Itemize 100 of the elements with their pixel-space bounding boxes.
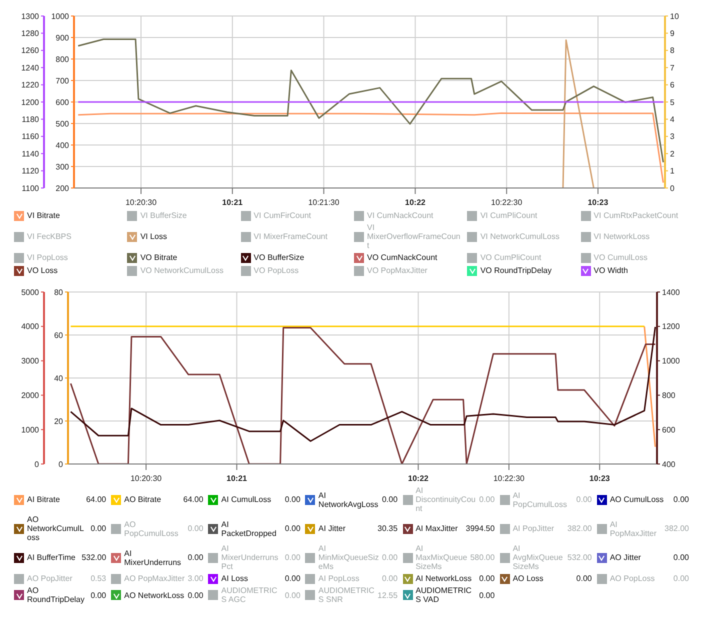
legend-label: AI MaxJitter bbox=[416, 524, 459, 533]
legend-label: AI PopMaxJitter bbox=[610, 520, 658, 538]
y2-tick-label: 2 bbox=[670, 149, 675, 158]
x-tick-label: 10:20:30 bbox=[130, 474, 162, 483]
text: 0.00 bbox=[673, 574, 689, 583]
y2-tick-label: 3 bbox=[670, 132, 675, 142]
legend-label: AI PopJitter bbox=[512, 524, 556, 533]
legend-label: AO Bitrate bbox=[124, 495, 162, 504]
y3-tick-label: 1180 bbox=[22, 115, 40, 124]
legend-label: AO PopJitter bbox=[27, 574, 74, 583]
y3-tick-label: 1160 bbox=[22, 132, 40, 142]
y3-tick-label: 5000 bbox=[21, 288, 40, 297]
text: 0.00 bbox=[188, 590, 204, 600]
legend-label: VI MixerOverflowFrameCount bbox=[367, 223, 462, 250]
legend-label: AI PopCumulLoss bbox=[512, 490, 568, 508]
x-tick-label: 10:22 bbox=[408, 474, 430, 483]
text: 532.00 bbox=[82, 553, 106, 562]
y-tick-label: 0 bbox=[58, 460, 64, 469]
text: 580.00 bbox=[470, 553, 495, 562]
legend-label: AI Jitter bbox=[318, 524, 347, 533]
y2-tick-label: 800 bbox=[662, 391, 676, 400]
legend-label: AUDIOMETRICS AGC bbox=[221, 586, 278, 604]
y2-tick-label: 1 bbox=[670, 166, 675, 176]
legend-label: VO Width bbox=[594, 266, 629, 275]
text: 0.00 bbox=[284, 524, 300, 533]
legend-label: AI PopLoss bbox=[318, 574, 360, 583]
y3-tick-label: 1100 bbox=[22, 184, 40, 193]
y2-tick-label: 8 bbox=[670, 46, 675, 56]
x-tick-label: 10:22:30 bbox=[491, 198, 523, 207]
text: 64.00 bbox=[183, 495, 204, 504]
legend-label: AI NetworkLoss bbox=[416, 574, 473, 583]
y-tick-label: 80 bbox=[54, 288, 64, 297]
text: 0.00 bbox=[284, 590, 300, 600]
text: 0.00 bbox=[479, 590, 495, 600]
legend-label: AI NetworkAvgLoss bbox=[318, 490, 379, 508]
legend-label: VO PopLoss bbox=[254, 266, 300, 275]
y-tick-label: 60 bbox=[54, 330, 64, 340]
legend-label: AO PopCumulLoss bbox=[124, 520, 180, 538]
legend-label: VO Bitrate bbox=[140, 253, 178, 262]
y3-tick-label: 3000 bbox=[21, 356, 40, 366]
y3-tick-label: 1200 bbox=[21, 98, 40, 107]
text: 3.00 bbox=[188, 574, 204, 583]
y2-tick-label: 5 bbox=[670, 98, 675, 107]
y-tick-label: 200 bbox=[56, 184, 70, 193]
legend-label: AO Jitter bbox=[610, 553, 642, 562]
legend-label: AO RoundTripDelay bbox=[27, 586, 86, 604]
text: 0.00 bbox=[479, 495, 495, 504]
y3-tick-label: 2000 bbox=[21, 391, 40, 400]
y-tick-label: 300 bbox=[56, 162, 70, 172]
text: 64.00 bbox=[86, 495, 106, 504]
legend-label: AI AvgMixQueueSizeMs bbox=[512, 544, 564, 571]
text: 12.55 bbox=[378, 590, 398, 600]
y3-tick-label: 1140 bbox=[22, 149, 40, 158]
text: 382.00 bbox=[567, 524, 592, 533]
text: 0.00 bbox=[382, 553, 398, 562]
text: 0.53 bbox=[90, 574, 106, 583]
legend-label: AI Bitrate bbox=[27, 495, 61, 504]
legend-label: AO NetworkCumulLoss bbox=[27, 515, 85, 542]
line-series bbox=[70, 327, 656, 464]
text: 30.35 bbox=[378, 524, 398, 533]
line-series bbox=[70, 326, 656, 442]
text: 0.00 bbox=[284, 495, 300, 504]
legend-label: VI BufferSize bbox=[140, 211, 188, 220]
legend-label: AI PacketDropped bbox=[221, 520, 278, 538]
legend-label: VI FecKBPS bbox=[27, 232, 72, 241]
legend-label: AI CumulLoss bbox=[221, 495, 272, 504]
y2-tick-label: 1000 bbox=[662, 356, 680, 366]
text: 0.00 bbox=[284, 574, 300, 583]
legend-label: AO NetworkLoss bbox=[124, 590, 185, 600]
text: 0.00 bbox=[90, 590, 106, 600]
x-tick-label: 10:21 bbox=[226, 474, 248, 483]
legend-label: VI MixerFrameCount bbox=[254, 232, 328, 241]
text: 0.00 bbox=[673, 495, 689, 504]
legend-label: AUDIOMETRICS VAD bbox=[416, 586, 473, 604]
legend-label: AI MixerUnderrunsPct bbox=[221, 544, 280, 571]
legend-label: VO CumulLoss bbox=[594, 253, 648, 262]
y3-tick-label: 1260 bbox=[21, 46, 40, 56]
legend-label: VO BufferSize bbox=[254, 253, 306, 262]
text: 382.00 bbox=[664, 524, 689, 533]
y-tick-label: 700 bbox=[56, 76, 70, 86]
legend-label: VI Loss bbox=[140, 232, 168, 241]
legend-label: VO NetworkCumulLoss bbox=[140, 266, 224, 275]
text: 0.00 bbox=[188, 553, 204, 562]
text: 0.00 bbox=[284, 553, 300, 562]
y3-tick-label: 0 bbox=[34, 460, 40, 469]
legend-label: VI Bitrate bbox=[27, 211, 61, 220]
line-series bbox=[77, 38, 664, 163]
x-tick-label: 10:23 bbox=[588, 198, 609, 207]
x-tick-label: 10:22 bbox=[405, 198, 426, 207]
x-tick-label: 10:21 bbox=[222, 198, 244, 207]
legend-label: VO RoundTripDelay bbox=[480, 266, 553, 275]
legend-label: VI PopLoss bbox=[27, 253, 69, 262]
text: 0.00 bbox=[188, 524, 204, 533]
legend-label: AO Loss bbox=[512, 574, 544, 583]
line-series bbox=[77, 112, 664, 184]
y-tick-label: 900 bbox=[56, 33, 70, 42]
y-tick-label: 500 bbox=[56, 119, 70, 128]
y2-tick-label: 4 bbox=[670, 115, 675, 124]
y2-tick-label: 10 bbox=[670, 12, 680, 21]
y2-tick-label: 600 bbox=[662, 425, 676, 434]
